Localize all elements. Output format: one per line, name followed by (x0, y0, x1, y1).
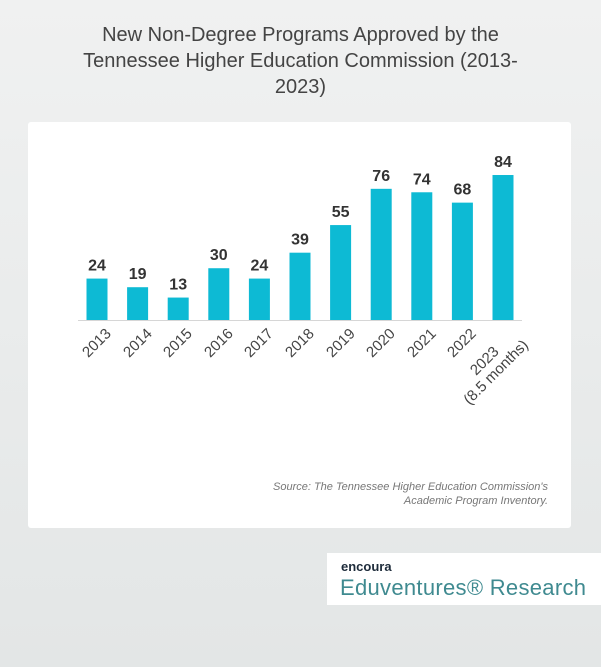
source-note: Source: The Tennessee Higher Education C… (273, 481, 548, 507)
data-label: 24 (251, 258, 269, 275)
data-label: 19 (129, 266, 147, 283)
bar (127, 287, 149, 320)
bar (411, 192, 433, 320)
data-label: 39 (291, 232, 309, 249)
bar (492, 175, 514, 320)
chart-title: New Non-Degree Programs Approved by the … (83, 24, 518, 98)
bar (370, 188, 392, 320)
data-label: 68 (454, 182, 472, 199)
bar (330, 225, 352, 320)
bar (451, 202, 473, 320)
data-label: 84 (494, 154, 512, 171)
bar (208, 268, 230, 320)
data-label: 55 (332, 204, 350, 221)
data-label: 24 (88, 258, 106, 275)
logo-product: Eduventures® Research (340, 575, 587, 600)
data-label: 13 (169, 277, 187, 294)
logo-brand: encoura (341, 559, 392, 574)
data-label: 74 (413, 171, 431, 188)
data-label: 76 (372, 168, 390, 185)
chart-card (28, 122, 571, 528)
data-label: 30 (210, 247, 228, 264)
logo: encoura Eduventures® Research (327, 553, 601, 605)
bar (289, 252, 311, 320)
bar (167, 297, 189, 320)
bar (248, 278, 270, 320)
bar (86, 278, 108, 320)
